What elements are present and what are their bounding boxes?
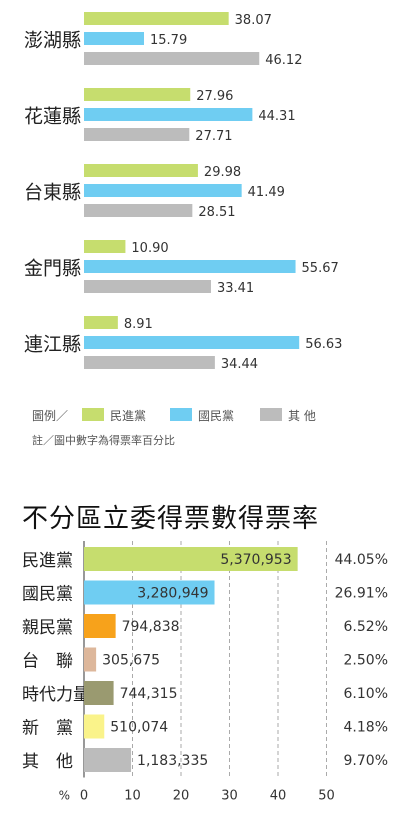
bar xyxy=(84,280,211,293)
percent-label: 6.10% xyxy=(344,686,388,702)
data-label: 55.67 xyxy=(302,261,339,276)
bar xyxy=(84,547,298,571)
category-label: 民進黨 xyxy=(22,551,73,571)
vote-count-label: 744,315 xyxy=(120,686,178,702)
legend-swatch-dpp xyxy=(82,408,104,421)
county-label: 花蓮縣 xyxy=(24,106,81,128)
bar xyxy=(84,336,300,349)
bar xyxy=(84,614,116,638)
x-unit-label: % xyxy=(59,789,70,803)
chart-note: 註／圖中數字為得票率百分比 xyxy=(32,434,175,447)
category-label: 新 黨 xyxy=(22,719,73,739)
chart-title: 不分區立委得票數得票率 xyxy=(22,504,320,534)
bar xyxy=(84,88,191,101)
x-tick-label: 40 xyxy=(270,789,287,804)
bar xyxy=(84,184,242,197)
bar xyxy=(84,128,190,141)
vote-count-label: 5,370,953 xyxy=(220,552,291,568)
data-label: 38.07 xyxy=(235,13,272,28)
data-label: 34.44 xyxy=(221,357,258,372)
bar xyxy=(84,714,105,739)
data-label: 56.63 xyxy=(305,337,342,352)
county-label: 台東縣 xyxy=(24,182,81,204)
data-label: 10.90 xyxy=(131,241,168,256)
bar xyxy=(84,748,132,772)
bar xyxy=(84,260,296,273)
bar xyxy=(84,204,193,217)
x-tick-label: 50 xyxy=(318,789,335,804)
data-label: 44.31 xyxy=(258,109,295,124)
percent-label: 44.05% xyxy=(335,552,388,568)
county-label: 連江縣 xyxy=(24,334,81,356)
vote-count-label: 1,183,335 xyxy=(137,753,208,769)
percent-label: 26.91% xyxy=(335,586,388,602)
vote-count-label: 794,838 xyxy=(122,619,180,635)
bar xyxy=(84,240,126,253)
category-label: 其 他 xyxy=(22,752,73,772)
party-list-vote-chart: 0 10 20 30 40 50% 民進黨 5,370,953 44.05% 國民黨 3,280,9… xyxy=(22,541,388,804)
county-vote-share-chart: 澎湖縣 38.07 15.79 46.12 花蓮縣 27.96 44.31 27.71 台東縣 2… xyxy=(24,12,342,372)
category-label: 時代力量 xyxy=(22,685,90,705)
vote-count-label: 305,675 xyxy=(102,653,160,669)
legend-label-kmt: 國民黨 xyxy=(198,409,235,423)
bar xyxy=(84,52,260,65)
legend-label-dpp: 民進黨 xyxy=(110,409,147,423)
category-label: 國民黨 xyxy=(22,585,73,605)
category-label: 台 聯 xyxy=(22,652,73,672)
percent-label: 6.52% xyxy=(344,619,388,635)
data-label: 41.49 xyxy=(248,185,285,200)
data-label: 33.41 xyxy=(217,281,254,296)
percent-label: 2.50% xyxy=(344,653,388,669)
bar xyxy=(84,32,145,45)
legend-swatch-kmt xyxy=(170,408,192,421)
bar xyxy=(84,316,118,329)
bar xyxy=(84,647,97,672)
data-label: 46.12 xyxy=(265,53,302,68)
data-label: 27.71 xyxy=(195,129,232,144)
bar xyxy=(84,681,114,705)
legend-swatch-other xyxy=(260,408,282,421)
data-label: 27.96 xyxy=(196,89,233,104)
bar xyxy=(84,164,198,177)
vote-count-label: 3,280,949 xyxy=(137,586,208,602)
data-label: 8.91 xyxy=(124,317,153,332)
bar xyxy=(84,12,229,25)
x-tick-label: 0 xyxy=(80,789,88,804)
percent-label: 9.70% xyxy=(344,753,388,769)
data-label: 15.79 xyxy=(150,33,187,48)
percent-label: 4.18% xyxy=(344,720,388,736)
x-tick-label: 10 xyxy=(124,789,141,804)
category-label: 親民黨 xyxy=(22,618,73,638)
bar xyxy=(84,580,215,605)
x-tick-label: 30 xyxy=(221,789,238,804)
vote-count-label: 510,074 xyxy=(110,720,168,736)
legend-label-other: 其 他 xyxy=(288,409,316,423)
x-tick-label: 20 xyxy=(173,789,190,804)
legend-prefix: 圖例／ xyxy=(32,409,69,423)
data-label: 29.98 xyxy=(204,165,241,180)
county-label: 金門縣 xyxy=(24,258,81,280)
bar xyxy=(84,108,253,121)
county-label: 澎湖縣 xyxy=(24,30,81,52)
chart-legend: 圖例／ 民進黨 國民黨 其 他 xyxy=(32,404,392,426)
data-label: 28.51 xyxy=(198,205,235,220)
bar xyxy=(84,356,215,369)
